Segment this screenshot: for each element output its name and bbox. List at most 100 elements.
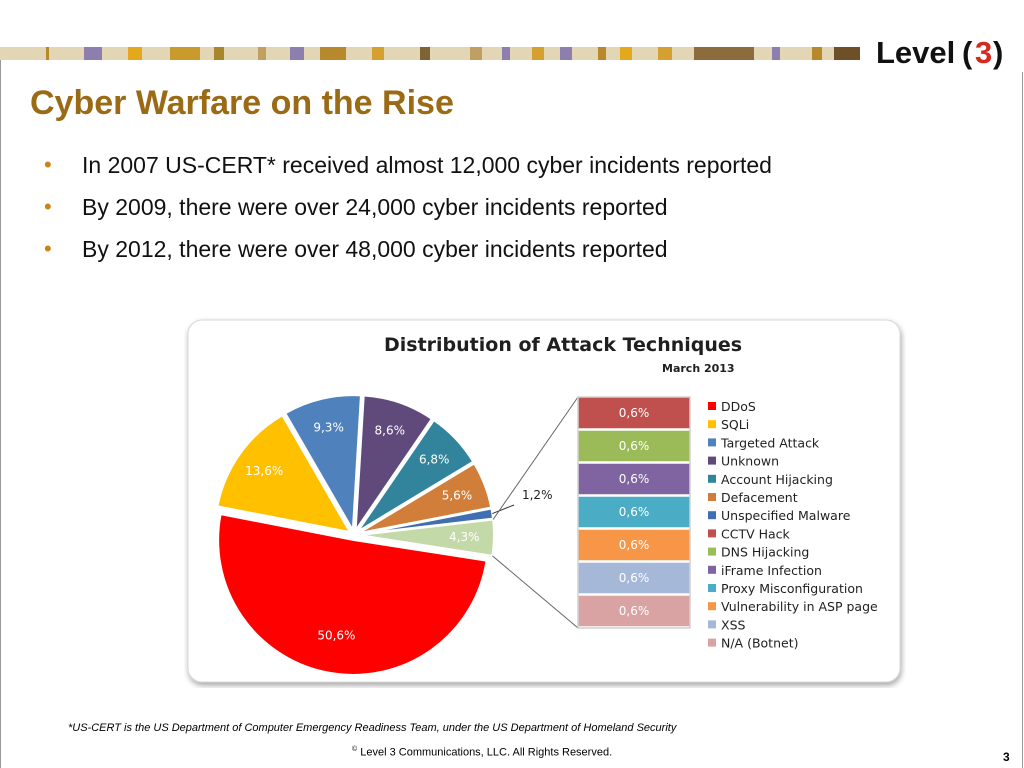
legend-swatch bbox=[708, 529, 716, 538]
header-bar-block bbox=[214, 47, 224, 60]
legend-label: iFrame Infection bbox=[721, 563, 822, 578]
legend-label: Vulnerability in ASP page bbox=[721, 599, 878, 614]
pie-slice bbox=[217, 512, 488, 676]
breakdown-segment bbox=[577, 561, 691, 595]
pie-slice bbox=[283, 394, 363, 534]
legend-label: XSS bbox=[721, 617, 745, 632]
slide-title: Cyber Warfare on the Rise bbox=[30, 84, 454, 122]
pie-slice bbox=[216, 413, 352, 534]
bullet-dot-icon: • bbox=[44, 236, 52, 261]
legend-label: DNS Hijacking bbox=[721, 545, 809, 560]
bullet-text: By 2009, there were over 24,000 cyber in… bbox=[82, 194, 668, 220]
header-bar-block bbox=[372, 47, 384, 60]
logo-number: 3 bbox=[975, 35, 992, 70]
legend-swatch bbox=[708, 511, 716, 520]
chart-subtitle: March 2013 bbox=[662, 362, 735, 375]
connector-line-top bbox=[492, 396, 579, 520]
breakdown-segment-label: 0,6% bbox=[619, 604, 650, 618]
header-bar-block bbox=[560, 47, 572, 60]
legend-swatch bbox=[708, 638, 716, 647]
level3-logo: Level ( 3 ) bbox=[876, 35, 1003, 70]
legend-swatch bbox=[708, 493, 716, 501]
breakdown-bar: 0,6% 0,6% 0,6% 0,6% 0,6% 0,6% 0,6% bbox=[577, 396, 691, 629]
bullet-item: • By 2012, there were over 48,000 cyber i… bbox=[44, 234, 772, 276]
footnote: *US-CERT is the US Department of Compute… bbox=[68, 722, 677, 734]
legend-swatch bbox=[708, 620, 716, 629]
breakdown-segment bbox=[577, 429, 691, 463]
pie-slice-label: 8,6% bbox=[375, 424, 406, 438]
decorative-header-bar bbox=[0, 47, 860, 60]
breakdown-segment-label: 0,6% bbox=[619, 439, 650, 453]
header-bar-block bbox=[420, 47, 430, 60]
legend-swatch bbox=[708, 602, 716, 611]
breakdown-segment-label: 0,6% bbox=[619, 406, 650, 420]
legend-label: Account Hijacking bbox=[721, 472, 833, 487]
copyright-line: © Level 3 Communications, LLC. All Right… bbox=[352, 746, 612, 759]
legend-swatch bbox=[708, 584, 716, 592]
connector-line-bottom bbox=[492, 555, 579, 629]
legend-label: Unspecified Malware bbox=[721, 508, 851, 523]
bullet-dot-icon: • bbox=[44, 194, 52, 219]
pie-slice-label: 5,6% bbox=[442, 488, 473, 502]
legend-label: Defacement bbox=[721, 490, 798, 505]
bullet-item: • By 2009, there were over 24,000 cyber i… bbox=[44, 192, 772, 234]
chart-legend: DDoS SQLi Targeted Attack Unknown Account Hi… bbox=[708, 399, 878, 651]
pie-group: 9,3% 8,6% 6,8% 5,6% 1,2% 4,3% 50,6% 13,6% bbox=[216, 394, 553, 676]
breakdown-segment bbox=[577, 528, 691, 562]
header-bar-block bbox=[84, 47, 102, 60]
legend-label: Proxy Misconfiguration bbox=[721, 581, 863, 596]
svg-text:(: ( bbox=[962, 35, 973, 70]
copyright-text: Level 3 Communications, LLC. All Rights … bbox=[360, 746, 613, 759]
breakdown-segment-label: 0,6% bbox=[619, 505, 650, 519]
header-bar-block bbox=[532, 47, 544, 60]
pie-slice bbox=[358, 518, 495, 557]
bullet-text: By 2012, there were over 48,000 cyber in… bbox=[82, 236, 668, 262]
pie-slice-label: 9,3% bbox=[313, 421, 344, 435]
header-bar-block bbox=[170, 47, 200, 60]
svg-text:): ) bbox=[993, 35, 1003, 70]
legend-label: SQLi bbox=[721, 417, 749, 432]
pie-slice-label: 4,3% bbox=[449, 530, 480, 544]
header-bar-block bbox=[320, 47, 346, 60]
attack-distribution-chart: Distribution of Attack Techniques March … bbox=[187, 319, 901, 683]
slice-label-leader bbox=[492, 504, 515, 515]
legend-swatch bbox=[708, 474, 716, 483]
header-bar-block bbox=[46, 47, 49, 60]
legend-label: CCTV Hack bbox=[721, 526, 791, 541]
pie-slice bbox=[358, 462, 493, 535]
legend-swatch bbox=[708, 402, 716, 410]
legend-swatch bbox=[708, 438, 716, 447]
header-bar-block bbox=[290, 47, 304, 60]
pie-slice-label: 50,6% bbox=[317, 629, 355, 643]
chart-title: Distribution of Attack Techniques bbox=[384, 334, 742, 356]
pie-slice-label: 1,2% bbox=[522, 488, 553, 502]
bullet-list: • In 2007 US-CERT* received almost 12,000… bbox=[44, 150, 772, 276]
header-bar-block bbox=[834, 47, 860, 60]
copyright-symbol: © bbox=[352, 746, 358, 753]
breakdown-segment bbox=[577, 495, 691, 529]
pie-slice-label: 13,6% bbox=[245, 464, 283, 478]
legend-swatch bbox=[708, 456, 716, 465]
bullet-item: • In 2007 US-CERT* received almost 12,000… bbox=[44, 150, 772, 192]
header-bar-block bbox=[694, 47, 754, 60]
breakdown-segment-label: 0,6% bbox=[619, 472, 650, 486]
logo-wordmark: Level bbox=[876, 35, 955, 70]
legend-label: Unknown bbox=[721, 454, 779, 469]
legend-label: Targeted Attack bbox=[720, 435, 820, 450]
breakdown-outline bbox=[577, 396, 691, 629]
pie-slice bbox=[356, 418, 475, 533]
header-bar-block bbox=[772, 47, 780, 60]
legend-label: DDoS bbox=[721, 399, 756, 414]
breakdown-segment-label: 0,6% bbox=[619, 538, 650, 552]
legend-label: N/A (Botnet) bbox=[721, 636, 798, 651]
header-bar-block bbox=[620, 47, 632, 60]
connector-lines bbox=[492, 396, 579, 629]
legend-swatch bbox=[708, 420, 716, 429]
header-bar-block bbox=[470, 47, 482, 60]
header-bar-block bbox=[128, 47, 142, 60]
legend-swatch bbox=[708, 547, 716, 556]
page-number: 3 bbox=[1003, 750, 1010, 764]
header-bar-block bbox=[598, 47, 606, 60]
pie-slice bbox=[354, 394, 434, 534]
